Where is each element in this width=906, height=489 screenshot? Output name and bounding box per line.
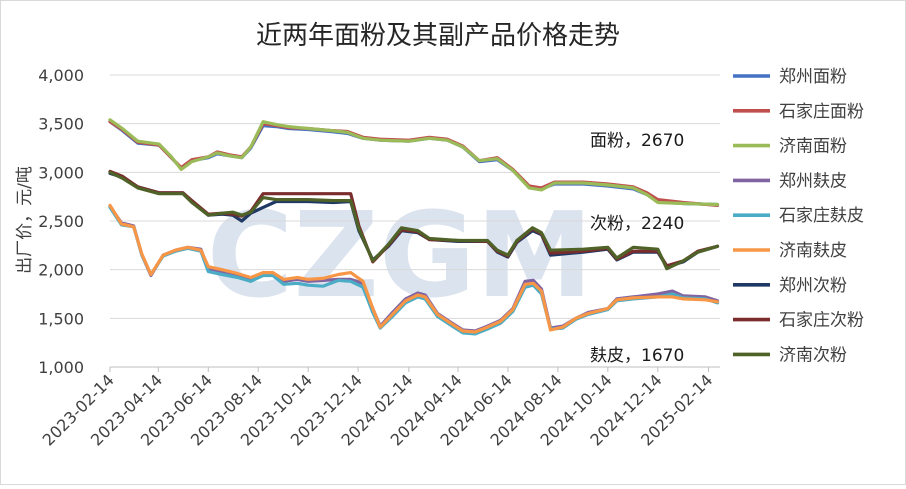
annotation-label: 麸皮，1670 (590, 346, 684, 366)
series-line-9 (108, 170, 720, 271)
y-tick-label: 3,000 (38, 163, 84, 182)
legend-label: 郑州麸皮 (779, 171, 847, 191)
y-tick-label: 1,500 (38, 309, 84, 328)
legend-item: 郑州麸皮 (733, 171, 847, 191)
legend-label: 郑州次粉 (779, 276, 847, 296)
grid-lines (110, 74, 720, 368)
legend-label: 石家庄麸皮 (779, 206, 864, 226)
y-axis: 1,000 1,500 2,000 2,500 3,000 3,500 4,000 (38, 66, 84, 377)
legend-item: 济南麸皮 (733, 241, 847, 261)
y-tick-label: 2,500 (38, 212, 84, 231)
legend-item: 济南次粉 (733, 345, 847, 365)
legend-label: 济南麸皮 (779, 241, 847, 261)
legend-item: 石家庄次粉 (733, 311, 864, 331)
series-lines (108, 118, 720, 336)
y-tick-label: 4,000 (38, 66, 84, 85)
y-tick-label: 1,000 (38, 358, 84, 377)
y-tick-label: 2,000 (38, 261, 84, 280)
watermark: CZGM (207, 186, 593, 324)
annotation-label: 面粉，2670 (590, 131, 684, 151)
legend-item: 济南面粉 (733, 137, 847, 157)
legend-item: 郑州面粉 (733, 67, 847, 87)
legend-label: 石家庄次粉 (779, 311, 864, 331)
legend-item: 郑州次粉 (733, 276, 847, 296)
legend-item: 石家庄麸皮 (733, 206, 864, 226)
annotation-label: 次粉，2240 (590, 214, 684, 234)
series-line-6 (108, 203, 720, 334)
legend-item: 石家庄面粉 (733, 102, 864, 122)
y-tick-label: 3,500 (38, 115, 84, 134)
legend-label: 济南面粉 (779, 137, 847, 157)
legend-label: 石家庄面粉 (779, 102, 864, 122)
y-axis-label: 出厂价，元/吨 (15, 166, 35, 274)
annotations: 面粉，2670 次粉，2240 麸皮，1670 (590, 131, 684, 366)
chart-title: 近两年面粉及其副产品价格走势 (256, 21, 620, 51)
legend-label: 郑州面粉 (779, 67, 847, 87)
series-line-3 (108, 118, 720, 207)
legend-label: 济南次粉 (779, 345, 847, 365)
